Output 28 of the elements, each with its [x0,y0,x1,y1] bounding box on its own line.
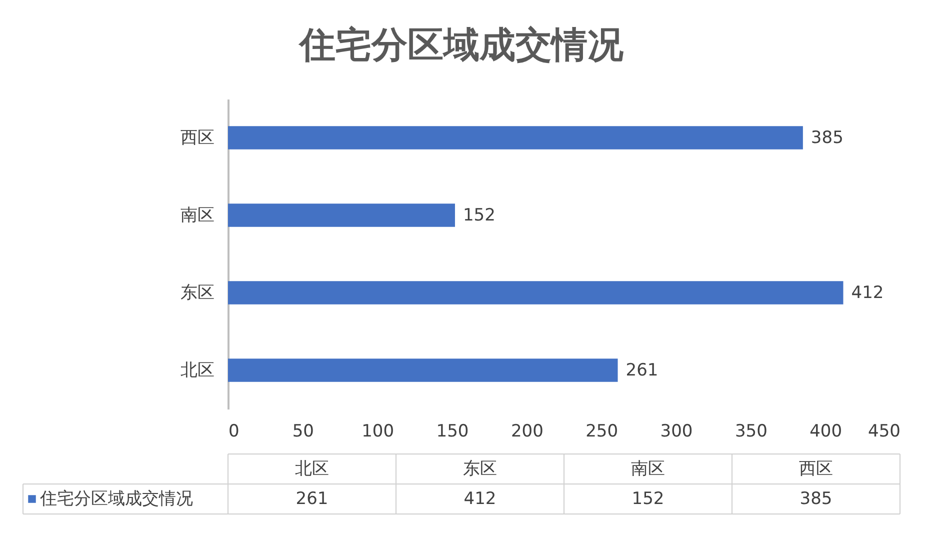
category-label: 西区 [799,459,833,479]
y-tick-label: 北区 [180,360,214,380]
text: 152 [632,489,664,509]
category-label: 北区 [295,459,329,479]
legend-label: 住宅分区域成交情况 [39,489,193,509]
text: 261 [296,489,328,509]
data-label: 152 [462,205,496,226]
category-label: 南区 [631,459,665,479]
y-tick-label: 东区 [180,282,214,303]
x-tick-label: 50 [292,422,314,442]
x-tick-label: 0 [228,422,240,442]
text: 385 [800,489,832,509]
x-tick-label: 300 [660,422,693,442]
y-tick-label: 南区 [180,205,214,226]
data-label: 412 [851,282,884,303]
data-label: 385 [810,128,844,148]
category-label: 东区 [463,459,497,479]
x-tick-label: 150 [436,422,469,442]
text: 412 [464,489,496,509]
x-tick-label: 250 [586,422,618,442]
x-tick-label: 350 [734,422,768,442]
x-tick-label: 450 [868,422,900,442]
y-tick-label: 西区 [180,128,214,148]
chart-title: 住宅分区域成交情况 [298,25,624,66]
x-tick-label: 200 [510,422,544,442]
data-label: 261 [626,360,658,380]
x-tick-label: 400 [810,422,842,442]
x-tick-label: 100 [362,422,394,442]
